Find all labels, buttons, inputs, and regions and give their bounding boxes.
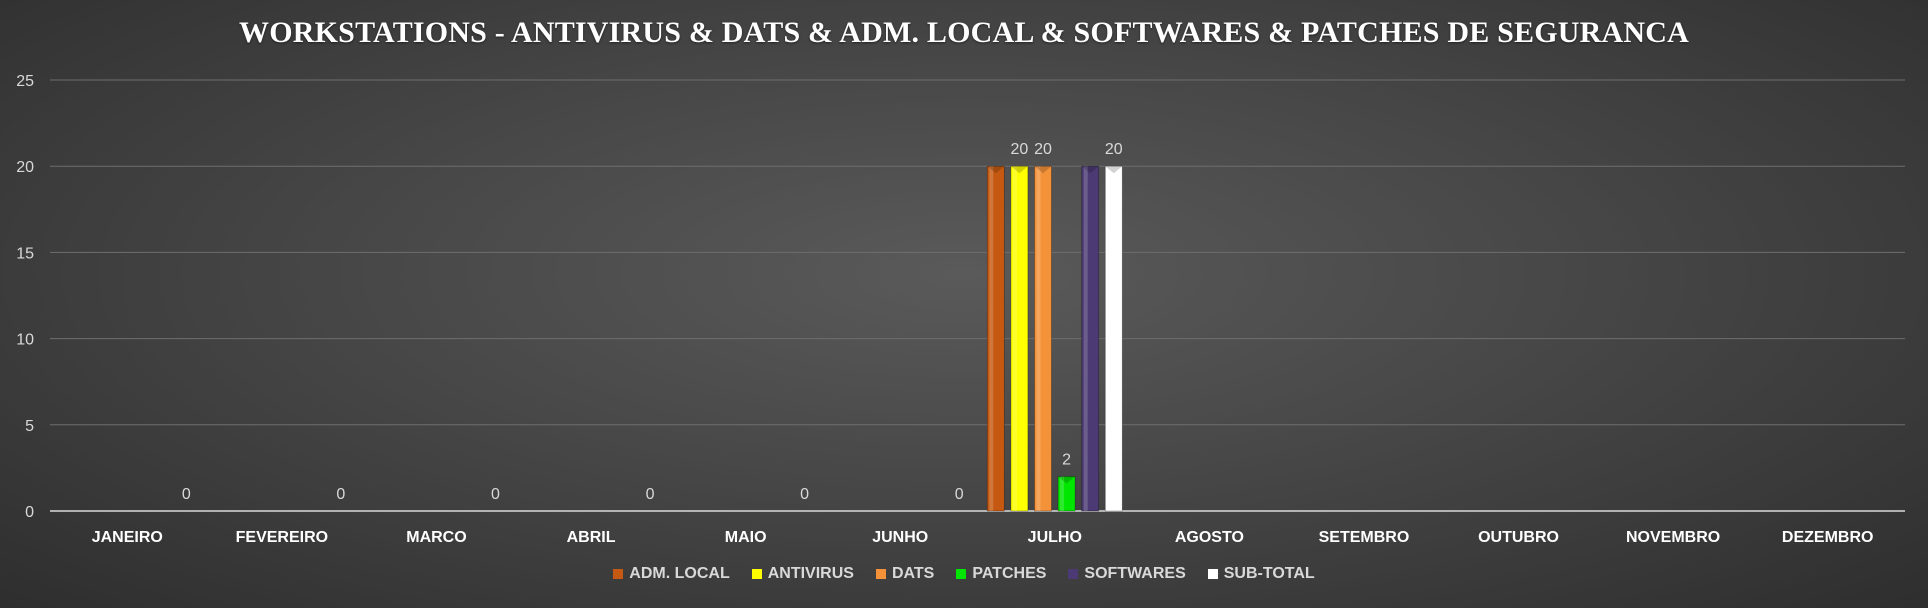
- x-tick-label: FEVEREIRO: [236, 529, 328, 546]
- bar: [1081, 165, 1100, 512]
- legend-label: ANTIVIRUS: [767, 565, 854, 582]
- legend-swatch: [875, 569, 886, 579]
- bar-cap: [1034, 166, 1052, 174]
- bar: [1010, 165, 1029, 512]
- x-tick-label: JUNHO: [872, 529, 928, 546]
- bar-highlight: [1060, 476, 1065, 511]
- data-label: 0: [646, 486, 655, 503]
- bar-highlight: [1083, 166, 1088, 511]
- legend: ADM. LOCAL ANTIVIRUS DATS PATCHES SOFTWARES S…: [0, 565, 1928, 583]
- legend-swatch: [613, 569, 624, 579]
- legend-item: ANTIVIRUS: [751, 565, 854, 583]
- data-label: 0: [182, 486, 191, 503]
- legend-label: SUB-TOTAL: [1223, 565, 1315, 582]
- bar: [986, 165, 1005, 512]
- y-tick-label: 0: [25, 504, 34, 521]
- y-tick-label: 25: [16, 73, 34, 90]
- legend-item: PATCHES: [956, 565, 1046, 583]
- x-tick-label: AGOSTO: [1175, 529, 1244, 546]
- data-label: 0: [336, 486, 345, 503]
- bar-cap: [1010, 166, 1028, 174]
- bar-cap: [1081, 166, 1099, 174]
- bar-cap: [987, 166, 1005, 174]
- data-label: 20: [1010, 141, 1028, 158]
- legend-item: DATS: [875, 565, 935, 583]
- x-tick-label: JANEIRO: [92, 529, 163, 546]
- data-label: 20: [1034, 141, 1052, 158]
- legend-item: SOFTWARES: [1068, 565, 1186, 583]
- data-label: 2: [1062, 452, 1071, 469]
- data-label: 0: [491, 486, 500, 503]
- bar-cap: [1105, 166, 1123, 174]
- y-tick-label: 20: [16, 159, 34, 176]
- bar-cap: [1058, 476, 1076, 484]
- bar-highlight: [1036, 166, 1041, 511]
- chart-title: WORKSTATIONS - ANTIVIRUS & DATS & ADM. L…: [239, 16, 1689, 49]
- bar-highlight: [989, 166, 994, 511]
- legend-label: ADM. LOCAL: [629, 565, 730, 582]
- data-label: 0: [955, 486, 964, 503]
- x-tick-label: NOVEMBRO: [1626, 529, 1720, 546]
- legend-label: DATS: [891, 565, 935, 582]
- x-tick-label: ABRIL: [567, 529, 616, 546]
- x-tick-label: DEZEMBRO: [1782, 529, 1874, 546]
- legend-item: SUB-TOTAL: [1207, 565, 1315, 583]
- x-tick-label: SETEMBRO: [1319, 529, 1410, 546]
- y-tick-label: 5: [25, 418, 34, 435]
- legend-item: ADM. LOCAL: [613, 565, 730, 583]
- legend-swatch: [1068, 569, 1079, 579]
- data-label: 20: [1105, 141, 1123, 158]
- bar: [1057, 476, 1076, 512]
- x-tick-label: MARCO: [406, 529, 466, 546]
- x-tick-label: JULHO: [1028, 529, 1082, 546]
- y-tick-label: 15: [16, 245, 34, 262]
- y-tick-label: 10: [16, 332, 34, 349]
- bar-highlight: [1107, 166, 1112, 511]
- legend-swatch: [751, 569, 762, 579]
- bar-highlight: [1012, 166, 1017, 511]
- x-tick-label: OUTUBRO: [1478, 529, 1559, 546]
- legend-label: PATCHES: [972, 565, 1047, 582]
- legend-swatch: [1207, 569, 1218, 579]
- bar: [1104, 165, 1123, 512]
- data-label: 0: [800, 486, 809, 503]
- bar: [1034, 165, 1052, 512]
- legend-swatch: [956, 569, 967, 579]
- x-tick-label: MAIO: [725, 529, 767, 546]
- legend-label: SOFTWARES: [1084, 565, 1186, 582]
